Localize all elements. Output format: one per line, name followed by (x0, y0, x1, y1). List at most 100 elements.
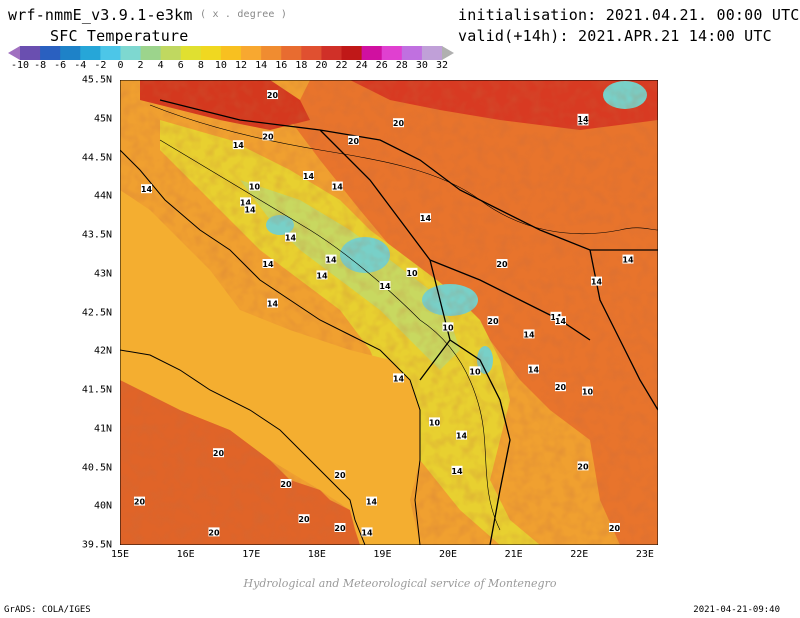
svg-text:14: 14 (267, 300, 279, 309)
contour-label: 14 (591, 276, 602, 287)
contour-label: 10 (249, 181, 260, 192)
colorbar-tick-label: -10 (10, 60, 30, 71)
contour-label: 14 (622, 254, 634, 265)
colorbar-tick-label: 8 (197, 60, 204, 71)
svg-text:20: 20 (262, 132, 274, 141)
colorbar-tick-label: 30 (415, 60, 428, 71)
svg-text:14: 14 (577, 115, 589, 124)
latitude-label: 41.5N (81, 384, 112, 396)
contour-label: 14 (456, 430, 467, 441)
colorbar (8, 46, 454, 60)
contour-label: 14 (240, 197, 251, 207)
svg-text:20: 20 (487, 317, 499, 326)
svg-text:14: 14 (622, 256, 634, 265)
contour-label: 14 (332, 181, 344, 192)
latitude-label: 39.5N (81, 539, 112, 551)
colorbar-tick-label: 0 (117, 60, 124, 71)
contour-label: 14 (366, 496, 378, 507)
contour-20 (149, 104, 658, 235)
contour-label: 20 (213, 448, 225, 458)
svg-text:10: 10 (469, 367, 481, 376)
svg-text:20: 20 (555, 383, 567, 392)
contour-label: 14 (393, 373, 405, 383)
colorbar-tick-label: 20 (315, 60, 328, 71)
contour-label: 14 (316, 270, 328, 280)
colorbar-tick-label: 12 (235, 60, 248, 71)
longitude-label: 20E (439, 549, 458, 560)
svg-text:14: 14 (303, 172, 315, 181)
colorbar-tick-label: -6 (54, 60, 67, 71)
colorbar-tick-label: 2 (137, 60, 144, 71)
svg-text:14: 14 (361, 528, 373, 537)
svg-text:20: 20 (334, 524, 346, 533)
svg-text:14: 14 (420, 214, 432, 223)
svg-text:14: 14 (332, 183, 344, 192)
svg-text:20: 20 (348, 137, 360, 146)
contour-label: 14 (141, 184, 152, 194)
colorbar-swatch (442, 46, 454, 60)
contour-label: 14 (555, 316, 566, 326)
svg-text:14: 14 (316, 271, 328, 280)
svg-text:14: 14 (366, 498, 378, 507)
latitude-label: 42N (93, 345, 112, 357)
colorbar-swatch (180, 46, 202, 60)
contour-label: 20 (609, 523, 621, 533)
adriatic-sea (120, 190, 420, 545)
colorbar-tick-label: 24 (355, 60, 368, 71)
colorbar-tick-label: 22 (335, 60, 348, 71)
contour-label: 20 (298, 514, 310, 524)
colorbar-swatch (120, 46, 142, 60)
svg-text:20: 20 (213, 449, 225, 458)
contour-label: 20 (348, 135, 360, 146)
contour-label: 20 (393, 118, 404, 128)
longitude-label: 21E (504, 549, 523, 560)
contour-label: 14 (528, 364, 539, 375)
colorbar-swatch (321, 46, 343, 60)
field-title: SFC Temperature (50, 27, 189, 45)
contour-label: 14 (262, 259, 274, 269)
latitude-label: 41N (93, 423, 112, 435)
svg-text:20: 20 (577, 462, 589, 471)
colorbar-tick-label: 10 (214, 60, 227, 71)
colorbar-tick-label: -4 (74, 60, 87, 71)
latitude-label: 40.5N (81, 462, 112, 473)
contour-label: 20 (487, 316, 499, 326)
contour-label: 14 (325, 254, 337, 265)
contour-label: 20 (334, 470, 346, 480)
colorbar-swatch (40, 46, 61, 60)
contour-label: 14 (379, 281, 391, 291)
contour-label: 14 (361, 527, 373, 537)
units-label: ( x . degree ) (200, 9, 288, 20)
colorbar-swatch (381, 46, 403, 60)
svg-text:14: 14 (393, 374, 405, 383)
svg-text:20: 20 (334, 471, 346, 480)
colorbar-tick-label: -8 (34, 60, 47, 71)
colorbar-swatch (401, 46, 423, 60)
init-time: initialisation: 2021.04.21. 00:00 UTC (458, 6, 800, 24)
coastline-italy (120, 349, 366, 545)
svg-text:14: 14 (379, 282, 391, 291)
contour-label: 14 (303, 171, 315, 181)
svg-text:14: 14 (244, 205, 256, 214)
contour-label: 20 (134, 496, 145, 507)
contour-label: 10 (582, 386, 594, 397)
contour-label: 10 (469, 366, 481, 376)
svg-text:10: 10 (582, 388, 594, 397)
svg-text:14: 14 (523, 330, 535, 339)
contour-label: 14 (523, 329, 535, 339)
svg-text:14: 14 (451, 467, 463, 476)
contour-label: 14 (233, 140, 244, 150)
colorbar-swatch (281, 46, 302, 60)
valid-time: valid(+14h): 2021.APR.21 14:00 UTC (458, 27, 772, 45)
colorbar-swatch (160, 46, 182, 60)
contour-label: 20 (496, 259, 508, 269)
timestamp: 2021-04-21-09:40 (693, 605, 780, 615)
longitude-label: 23E (635, 549, 654, 560)
latitude-label: 43N (93, 268, 112, 280)
latitude-label: 45N (93, 113, 112, 125)
colorbar-swatch (100, 46, 121, 60)
svg-text:20: 20 (609, 524, 621, 533)
colorbar-swatch (241, 46, 262, 60)
colorbar-tick-label: -2 (94, 60, 107, 71)
contour-label: 10 (442, 322, 454, 332)
